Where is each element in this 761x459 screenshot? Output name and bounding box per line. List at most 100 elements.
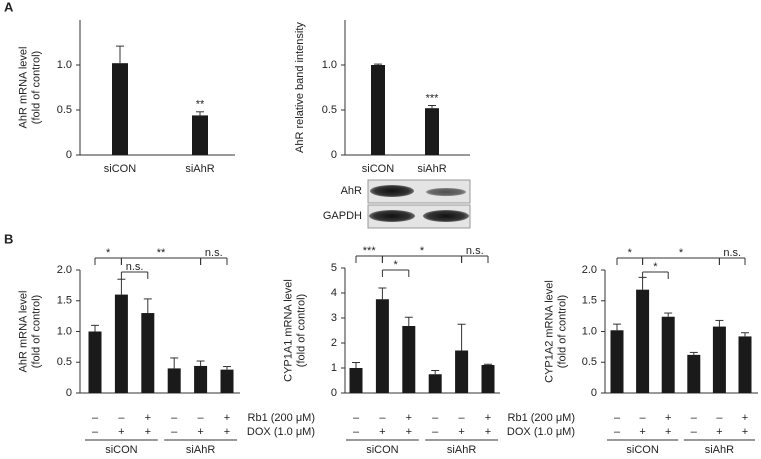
- condition-sign: +: [406, 412, 412, 424]
- bar: [610, 330, 624, 393]
- significance-label: *: [106, 247, 111, 259]
- condition-sign: +: [458, 426, 464, 438]
- y-tick-label: 1.0: [57, 325, 72, 337]
- condition-label: DOX (1.0 μM): [507, 426, 575, 438]
- blot-band: [369, 210, 415, 222]
- bar: [738, 336, 752, 393]
- y-axis-label: (fold of control): [295, 294, 307, 367]
- significance-label: ***: [426, 92, 440, 104]
- bar: [141, 313, 155, 393]
- condition-sign: +: [379, 426, 385, 438]
- y-tick-label: 0: [66, 387, 72, 399]
- condition-sign: +: [224, 412, 230, 424]
- y-tick-label: 0: [66, 149, 72, 161]
- condition-sign: –: [614, 412, 621, 424]
- condition-sign: –: [171, 412, 178, 424]
- bar: [112, 63, 128, 156]
- bar: [88, 331, 102, 393]
- y-tick-label: 1.5: [57, 295, 72, 307]
- bar: [375, 299, 389, 393]
- condition-sign: –: [640, 412, 647, 424]
- y-axis-label: CYP1A1 mRNA level: [282, 279, 294, 382]
- y-tick-label: 1: [331, 362, 337, 374]
- y-tick-label: 0: [331, 149, 337, 161]
- blot-band: [423, 210, 469, 222]
- x-tick-label: siAhR: [417, 163, 446, 175]
- bar: [194, 365, 208, 393]
- group-label: siAhR: [186, 444, 215, 456]
- x-tick-label: siCON: [362, 163, 394, 175]
- condition-label: Rb1 (200 μM): [248, 412, 315, 424]
- condition-sign: +: [145, 412, 151, 424]
- y-axis-label: AhR mRNA level: [17, 291, 29, 373]
- significance-label: n.s.: [723, 247, 741, 259]
- y-tick-label: 1.0: [582, 325, 597, 337]
- condition-sign: –: [691, 426, 698, 438]
- significance-label: n.s.: [466, 245, 484, 257]
- significance-label: *: [679, 247, 684, 259]
- y-tick-label: 1.0: [57, 59, 72, 71]
- significance-label: n.s.: [205, 247, 223, 259]
- significance-label: ***: [363, 245, 377, 257]
- condition-sign: +: [665, 412, 671, 424]
- y-tick-label: 1.0: [322, 59, 337, 71]
- condition-sign: +: [197, 426, 203, 438]
- condition-sign: +: [742, 426, 748, 438]
- y-tick-label: 5: [331, 262, 337, 274]
- significance-label: *: [420, 245, 425, 257]
- bar: [349, 368, 363, 393]
- x-tick-label: siAhR: [185, 163, 214, 175]
- y-tick-label: 0.5: [582, 356, 597, 368]
- blot-label: AhR: [341, 185, 362, 197]
- y-axis-label: AhR mRNA level: [17, 47, 29, 129]
- y-axis-label: (fold of control): [556, 295, 568, 368]
- y-tick-label: 4: [331, 287, 337, 299]
- condition-sign: +: [118, 426, 124, 438]
- y-axis-label: CYP1A2 mRNA level: [543, 280, 555, 383]
- condition-sign: +: [716, 426, 722, 438]
- condition-sign: –: [92, 426, 99, 438]
- condition-sign: –: [118, 412, 125, 424]
- bar: [712, 326, 726, 393]
- condition-sign: –: [432, 412, 439, 424]
- x-tick-label: siCON: [104, 163, 136, 175]
- condition-sign: +: [406, 426, 412, 438]
- bar: [636, 289, 650, 393]
- significance-label: *: [393, 259, 398, 271]
- condition-sign: +: [145, 426, 151, 438]
- condition-sign: –: [459, 412, 466, 424]
- panel-letter: B: [4, 231, 13, 246]
- bar: [192, 115, 208, 155]
- significance-label: n.s.: [126, 261, 144, 273]
- bar: [114, 294, 128, 393]
- y-axis-label: (fold of control): [30, 295, 42, 368]
- condition-sign: –: [92, 412, 99, 424]
- blot-band: [370, 185, 414, 197]
- group-label: siAhR: [705, 444, 734, 456]
- y-tick-label: 1.5: [582, 295, 597, 307]
- y-tick-label: 0.5: [57, 356, 72, 368]
- y-tick-label: 0.5: [57, 104, 72, 116]
- condition-sign: –: [691, 412, 698, 424]
- condition-sign: –: [171, 426, 178, 438]
- significance-label: **: [157, 247, 166, 259]
- condition-sign: +: [224, 426, 230, 438]
- condition-sign: –: [353, 412, 360, 424]
- group-label: siCON: [105, 444, 137, 456]
- y-tick-label: 2: [331, 337, 337, 349]
- group-label: siCON: [626, 444, 658, 456]
- condition-sign: +: [485, 426, 491, 438]
- y-tick-label: 2.0: [582, 264, 597, 276]
- y-axis-label: (fold of control): [30, 51, 42, 124]
- condition-sign: +: [639, 426, 645, 438]
- condition-sign: –: [614, 426, 621, 438]
- bar: [455, 350, 469, 393]
- bar: [481, 365, 495, 393]
- bar: [687, 354, 701, 393]
- condition-sign: +: [485, 412, 491, 424]
- panel-letter: A: [4, 0, 14, 14]
- bar: [371, 65, 385, 155]
- condition-sign: –: [198, 412, 205, 424]
- condition-label: DOX (1.0 μM): [247, 426, 315, 438]
- group-label: siCON: [366, 444, 398, 456]
